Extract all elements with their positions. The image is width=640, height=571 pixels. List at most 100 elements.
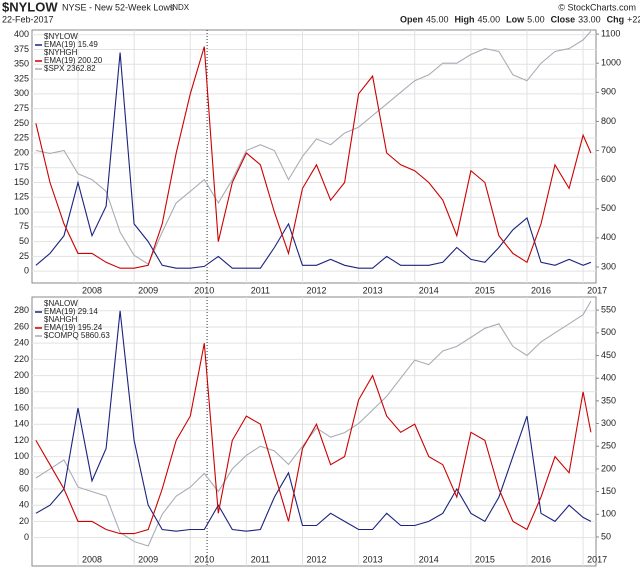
exchange: INDX: [170, 3, 190, 12]
y2-tick-label: 800: [601, 116, 616, 126]
y2-tick-label: 450: [601, 350, 616, 360]
y2-tick-label: 100: [601, 509, 616, 519]
y-tick-label: 400: [14, 29, 29, 39]
y-tick-label: 225: [14, 133, 29, 143]
y-tick-label: 180: [14, 386, 29, 396]
quote-value: 45.00: [478, 14, 501, 24]
date: 22-Feb-2017: [2, 14, 54, 24]
y-tick-label: 25: [19, 251, 29, 261]
y-tick-label: 60: [19, 483, 29, 493]
y2-tick-label: 350: [601, 395, 616, 405]
quote-value: 5.00: [527, 14, 545, 24]
x-tick-label: 2016: [531, 285, 551, 295]
x-tick-label: 2009: [138, 554, 158, 564]
y-tick-label: 120: [14, 435, 29, 445]
x-tick-label: 2017: [587, 554, 607, 564]
y-tick-label: 350: [14, 59, 29, 69]
y2-tick-label: 1100: [601, 28, 620, 38]
y2-tick-label: 250: [601, 441, 616, 451]
y-tick-label: 325: [14, 73, 29, 83]
series-line: [35, 343, 592, 535]
legend-name: $NALOW: [44, 299, 78, 308]
y2-tick-label: 600: [601, 174, 616, 184]
quote-value: 33.00: [578, 14, 601, 24]
series-line: [35, 300, 592, 547]
x-tick-label: 2008: [82, 285, 102, 295]
quote-value: 45.00: [426, 14, 449, 24]
description: NYSE - New 52-Week Lows: [62, 2, 175, 12]
y2-tick-label: 550: [601, 305, 616, 315]
legend-note: EMA(19) 29.14: [44, 307, 98, 316]
quote-label: Chg: [607, 14, 625, 24]
y-tick-label: 160: [14, 402, 29, 412]
x-tick-label: 2014: [419, 285, 439, 295]
legend-name: $NYHGH: [44, 48, 78, 57]
quote-label: Low: [506, 14, 525, 24]
y-tick-label: 0: [24, 532, 29, 542]
y-tick-label: 375: [14, 44, 29, 54]
y-tick-label: 140: [14, 419, 29, 429]
y-tick-label: 100: [14, 206, 29, 216]
legend-note: EMA(19) 195.24: [44, 323, 103, 332]
x-tick-label: 2014: [419, 554, 439, 564]
x-tick-label: 2011: [251, 285, 270, 295]
x-tick-label: 2008: [82, 554, 102, 564]
legend-note: EMA(19) 200.20: [44, 56, 103, 65]
series-line: [35, 46, 592, 269]
y-tick-label: 100: [14, 451, 29, 461]
y2-tick-label: 400: [601, 232, 616, 242]
legend-name: $NYLOW: [44, 32, 78, 41]
x-tick-label: 2010: [194, 285, 214, 295]
legend-note: EMA(19) 15.49: [44, 40, 98, 49]
x-tick-label: 2017: [587, 285, 607, 295]
y-tick-label: 20: [19, 516, 29, 526]
x-tick-label: 2015: [475, 554, 495, 564]
y-tick-label: 240: [14, 338, 29, 348]
x-tick-label: 2012: [306, 285, 326, 295]
symbol: $NYLOW: [2, 0, 58, 14]
x-tick-label: 2016: [531, 554, 551, 564]
y-tick-label: 40: [19, 500, 29, 510]
x-tick-label: 2013: [363, 285, 383, 295]
legend-name: $SPX 2362.82: [44, 64, 96, 73]
y2-tick-label: 300: [601, 261, 616, 271]
y-tick-label: 200: [14, 147, 29, 157]
y2-tick-label: 700: [601, 145, 616, 155]
series-line: [35, 30, 592, 265]
y-tick-label: 175: [14, 162, 29, 172]
y2-tick-label: 900: [601, 87, 616, 97]
y2-tick-label: 150: [601, 486, 616, 496]
x-tick-label: 2010: [194, 554, 214, 564]
y-tick-label: 80: [19, 467, 29, 477]
y2-tick-label: 500: [601, 327, 616, 337]
y-tick-label: 250: [14, 118, 29, 128]
x-tick-label: 2009: [138, 285, 158, 295]
x-tick-label: 2012: [306, 554, 326, 564]
x-tick-label: 2011: [251, 554, 270, 564]
y2-tick-label: 400: [601, 373, 616, 383]
x-tick-label: 2015: [475, 285, 495, 295]
y-tick-label: 220: [14, 354, 29, 364]
y-tick-label: 150: [14, 177, 29, 187]
y-tick-label: 280: [14, 305, 29, 315]
quote-label: High: [455, 14, 475, 24]
source: © StockCharts.com: [558, 2, 636, 12]
legend-name: $NAHGH: [44, 315, 78, 324]
y-tick-label: 260: [14, 321, 29, 331]
y-tick-label: 275: [14, 103, 29, 113]
x-tick-label: 2013: [363, 554, 383, 564]
y2-tick-label: 200: [601, 463, 616, 473]
legend-name: $COMPQ 5860.63: [44, 331, 110, 340]
y-tick-label: 200: [14, 370, 29, 380]
y2-tick-label: 300: [601, 418, 616, 428]
plot-frame: [31, 29, 597, 284]
y-tick-label: 125: [14, 192, 29, 202]
y-tick-label: 50: [19, 236, 29, 246]
y2-tick-label: 50: [601, 531, 611, 541]
series-line: [35, 310, 592, 532]
quote-label: Open: [400, 14, 423, 24]
y-tick-label: 300: [14, 88, 29, 98]
y2-tick-label: 1000: [601, 58, 621, 68]
quote-label: Close: [551, 14, 576, 24]
